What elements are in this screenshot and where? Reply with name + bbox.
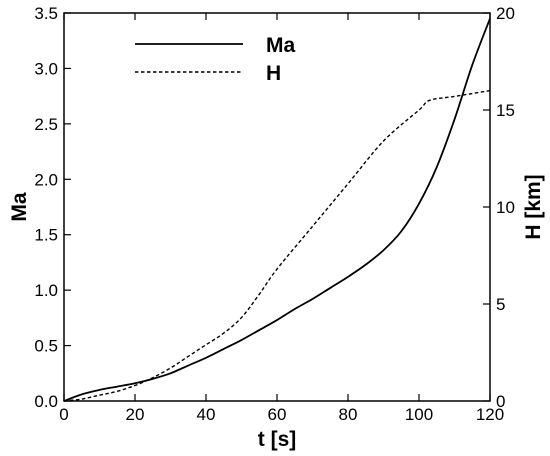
y-left-tick-label: 0.5 (34, 337, 58, 356)
x-tick-label: 20 (126, 405, 145, 424)
y-left-tick-label: 2.5 (34, 115, 58, 134)
y-right-tick-label: 5 (496, 295, 505, 314)
y-right-tick-label: 15 (496, 101, 515, 120)
legend-label-ma: Ma (266, 34, 295, 57)
y-left-tick-label: 2.0 (34, 170, 58, 189)
x-tick-label: 100 (405, 405, 433, 424)
x-axis: 0 20 40 60 80 100 120 (59, 13, 504, 424)
y-left-tick-label: 1.0 (34, 281, 58, 300)
x-tick-label: 40 (197, 405, 216, 424)
x-tick-label: 80 (339, 405, 358, 424)
y-axis-right: 0 5 10 15 20 (483, 4, 515, 411)
y-axis-right-title: H [km] (522, 174, 545, 239)
y-right-tick-label: 10 (496, 198, 515, 217)
y-axis-left: 0.0 0.5 1.0 1.5 2.0 2.5 3.0 3.5 (34, 4, 71, 411)
plot-area (63, 18, 491, 402)
x-tick-label: 0 (59, 405, 68, 424)
y-axis-left-title: Ma (8, 192, 31, 221)
y-left-tick-label: 3.0 (34, 59, 58, 78)
y-right-tick-label: 20 (496, 4, 515, 23)
x-tick-label: 60 (268, 405, 287, 424)
x-axis-title: t [s] (258, 428, 297, 451)
series-line-ma (63, 18, 491, 402)
legend-label-h: H (266, 62, 281, 85)
legend: Ma H (135, 34, 295, 85)
y-right-tick-label: 0 (496, 392, 505, 411)
y-left-tick-label: 0.0 (34, 392, 58, 411)
series-line-h (63, 89, 491, 402)
y-left-tick-label: 1.5 (34, 226, 58, 245)
y-left-tick-label: 3.5 (34, 4, 58, 23)
x-tick-label: 120 (476, 405, 504, 424)
